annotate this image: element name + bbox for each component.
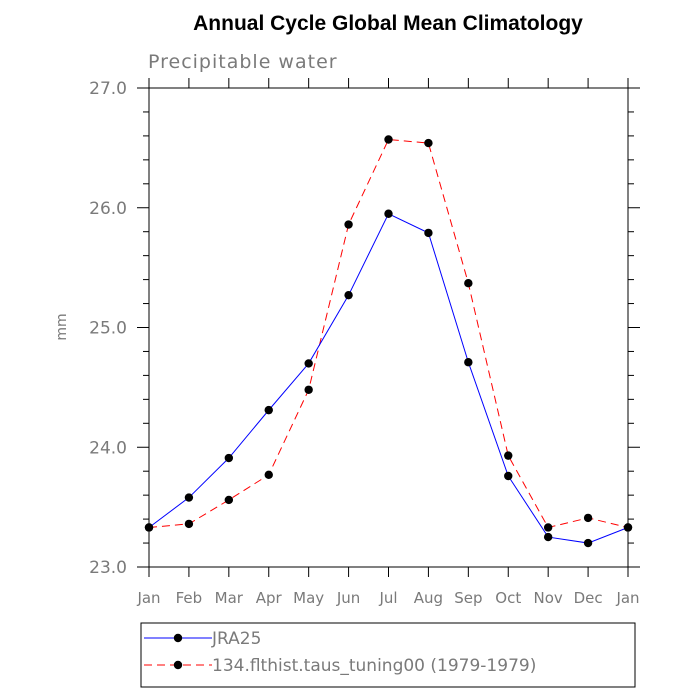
chart-subtitle: Precipitable water bbox=[148, 51, 338, 73]
legend: JRA25 134.flthist.taus_tuning00 (1979-197… bbox=[140, 622, 636, 688]
data-point bbox=[344, 290, 353, 300]
data-point bbox=[144, 523, 154, 532]
data-point bbox=[184, 519, 194, 529]
data-point bbox=[264, 470, 273, 479]
data-point bbox=[583, 538, 593, 548]
data-point bbox=[424, 138, 433, 148]
data-point bbox=[304, 359, 313, 368]
x-tick-label: Dec bbox=[574, 589, 603, 607]
data-point bbox=[384, 135, 393, 144]
legend-label: 134.flthist.taus_tuning00 (1979-1979) bbox=[212, 656, 536, 676]
y-tick-label: 24.0 bbox=[89, 438, 127, 458]
legend-label: JRA25 bbox=[211, 629, 261, 649]
data-point bbox=[464, 358, 473, 367]
series-line bbox=[148, 138, 629, 529]
plot-frame bbox=[148, 87, 629, 568]
data-point bbox=[344, 220, 353, 229]
chart-title: Annual Cycle Global Mean Climatology bbox=[193, 12, 583, 35]
x-tick-label: Apr bbox=[256, 589, 283, 607]
data-point bbox=[224, 495, 234, 505]
y-tick-label: 27.0 bbox=[89, 79, 127, 99]
data-point bbox=[583, 513, 593, 523]
x-tick-label: Jan bbox=[615, 589, 639, 607]
data-point bbox=[543, 532, 553, 542]
x-tick-label: Jul bbox=[378, 589, 397, 607]
data-point bbox=[464, 278, 473, 288]
axis-ticks bbox=[137, 78, 640, 577]
series-line bbox=[148, 213, 629, 544]
y-axis-label: mm bbox=[54, 313, 70, 340]
data-point bbox=[264, 405, 273, 415]
x-tick-label: Feb bbox=[176, 589, 203, 607]
x-tick-label: Aug bbox=[414, 589, 443, 607]
data-point bbox=[424, 228, 433, 238]
data-point bbox=[304, 385, 313, 394]
legend-marker bbox=[173, 660, 183, 670]
data-point bbox=[184, 493, 194, 502]
legend-marker bbox=[173, 633, 183, 643]
x-tick-label: Mar bbox=[215, 589, 244, 607]
y-tick-label: 25.0 bbox=[89, 319, 127, 339]
x-tick-label: May bbox=[293, 589, 324, 607]
x-tick-label: Jan bbox=[136, 589, 160, 607]
data-point bbox=[504, 471, 513, 481]
data-point bbox=[224, 453, 234, 463]
data-point bbox=[623, 523, 633, 532]
data-point bbox=[504, 451, 513, 460]
y-tick-label: 23.0 bbox=[89, 558, 127, 578]
series-layer bbox=[144, 135, 633, 548]
x-tick-label: Nov bbox=[534, 589, 563, 607]
data-point bbox=[543, 523, 553, 532]
y-tick-labels: 23.0 24.0 25.0 26.0 27.0 bbox=[89, 79, 127, 578]
x-tick-label: Sep bbox=[454, 589, 482, 607]
x-tick-label: Jun bbox=[336, 589, 360, 607]
x-tick-labels: Jan Feb Mar Apr May Jun Jul Aug Sep Oct Nov Dec Jan bbox=[136, 589, 639, 607]
legend-box bbox=[140, 622, 636, 688]
y-tick-label: 26.0 bbox=[89, 199, 127, 219]
data-point bbox=[384, 209, 393, 218]
x-tick-label: Oct bbox=[495, 589, 521, 607]
